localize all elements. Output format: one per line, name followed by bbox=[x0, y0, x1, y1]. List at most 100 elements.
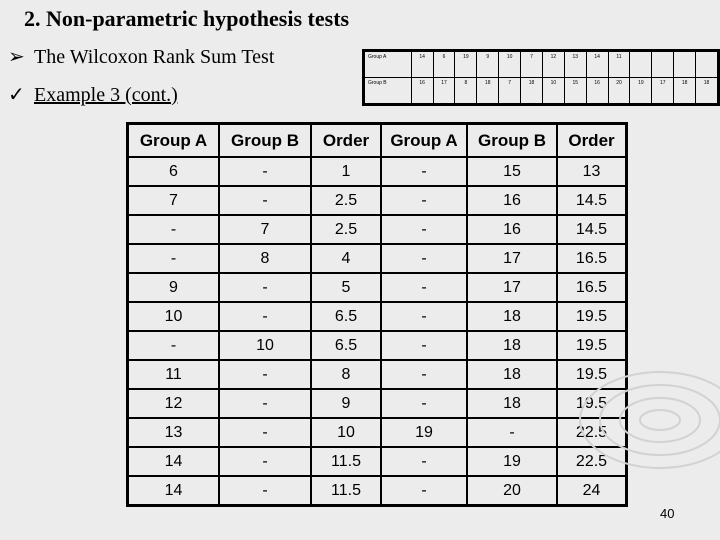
table-cell: 18 bbox=[466, 359, 558, 390]
table-cell: - bbox=[380, 330, 468, 361]
table-cell: 14.5 bbox=[556, 185, 628, 216]
raw-cell: 10 bbox=[498, 50, 522, 78]
table-cell: 2.5 bbox=[310, 214, 382, 245]
table-cell: - bbox=[218, 272, 312, 303]
table-cell: 19.5 bbox=[556, 330, 628, 361]
column-header: Group B bbox=[218, 122, 312, 158]
row-label: Group B bbox=[363, 77, 412, 105]
table-cell: 13 bbox=[126, 417, 220, 448]
table-cell: 16.5 bbox=[556, 272, 628, 303]
table-cell: 6.5 bbox=[310, 330, 382, 361]
column-header: Group A bbox=[380, 122, 468, 158]
table-cell: - bbox=[380, 214, 468, 245]
table-row: -8 4-17 16.5 bbox=[126, 243, 628, 274]
raw-cell: 14 bbox=[585, 50, 609, 78]
table-row: 6-1-15 13 bbox=[126, 156, 628, 187]
raw-cell: 13 bbox=[563, 50, 587, 78]
check-bullet-icon: ✓ bbox=[8, 84, 25, 106]
raw-cell: 17 bbox=[651, 77, 675, 105]
raw-row: Group A 14 6 19 9 10 7 12 13 14 11 bbox=[363, 50, 719, 78]
table-cell: - bbox=[218, 185, 312, 216]
table-cell: - bbox=[218, 417, 312, 448]
table-cell: 22.5 bbox=[556, 446, 628, 477]
table-cell: - bbox=[466, 417, 558, 448]
table-row: 7-2.5-16 14.5 bbox=[126, 185, 628, 216]
table-cell: 5 bbox=[310, 272, 382, 303]
raw-cell: 8 bbox=[454, 77, 478, 105]
table-cell: - bbox=[380, 272, 468, 303]
table-cell: - bbox=[218, 388, 312, 419]
table-cell: - bbox=[380, 359, 468, 390]
table-cell: 19 bbox=[380, 417, 468, 448]
table-row: 14-11.5-19 22.5 bbox=[126, 446, 628, 477]
table-cell: - bbox=[218, 359, 312, 390]
table-row: -10 6.5-18 19.5 bbox=[126, 330, 628, 361]
table-cell: 14.5 bbox=[556, 214, 628, 245]
table-cell: 20 bbox=[466, 475, 558, 507]
table-row: -7 2.5-16 14.5 bbox=[126, 214, 628, 245]
table-cell: 11.5 bbox=[310, 475, 382, 507]
swirl-decoration bbox=[579, 371, 720, 469]
table-cell: 24 bbox=[556, 475, 628, 507]
table-cell: - bbox=[380, 446, 468, 477]
raw-cell: 6 bbox=[432, 50, 456, 78]
raw-cell bbox=[651, 50, 675, 78]
table-cell: 11 bbox=[126, 359, 220, 390]
arrow-bullet-icon: ➢ bbox=[8, 46, 25, 68]
raw-cell bbox=[695, 50, 719, 78]
table-cell: 16 bbox=[466, 214, 558, 245]
table-cell: - bbox=[380, 243, 468, 274]
table-cell: - bbox=[126, 243, 220, 274]
table-cell: 6.5 bbox=[310, 301, 382, 332]
table-cell: - bbox=[380, 301, 468, 332]
table-row: 10-6.5-18 19.5 bbox=[126, 301, 628, 332]
table-cell: 12 bbox=[126, 388, 220, 419]
row-label: Group A bbox=[363, 50, 412, 78]
raw-cell: 16 bbox=[410, 77, 434, 105]
table-cell: 7 bbox=[126, 185, 220, 216]
raw-cell: 7 bbox=[520, 50, 543, 78]
raw-cell: 16 bbox=[585, 77, 609, 105]
table-cell: - bbox=[380, 388, 468, 419]
table-cell: 9 bbox=[126, 272, 220, 303]
raw-cell: 10 bbox=[541, 77, 565, 105]
table-cell: 18 bbox=[466, 388, 558, 419]
table-cell: 16.5 bbox=[556, 243, 628, 274]
table-cell: 8 bbox=[310, 359, 382, 390]
table-row: 9-5-17 16.5 bbox=[126, 272, 628, 303]
table-cell: 7 bbox=[218, 214, 312, 245]
bullet-example: ✓ Example 3 (cont.) bbox=[8, 82, 178, 107]
raw-cell: 19 bbox=[454, 50, 478, 78]
raw-cell: 20 bbox=[607, 77, 631, 105]
bullet-text: Example 3 (cont.) bbox=[34, 84, 178, 106]
table-cell: 13 bbox=[556, 156, 628, 187]
table-cell: 17 bbox=[466, 272, 558, 303]
table-cell: - bbox=[380, 475, 468, 507]
table-cell: 2.5 bbox=[310, 185, 382, 216]
table-cell: 10 bbox=[310, 417, 382, 448]
table-cell: 14 bbox=[126, 475, 220, 507]
table-cell: 17 bbox=[466, 243, 558, 274]
table-cell: 14 bbox=[126, 446, 220, 477]
raw-cell: 18 bbox=[476, 77, 500, 105]
table-row: 11-8-18 19.5 bbox=[126, 359, 628, 390]
table-cell: 11.5 bbox=[310, 446, 382, 477]
table-cell: - bbox=[126, 214, 220, 245]
table-cell: - bbox=[380, 185, 468, 216]
raw-cell: 18 bbox=[520, 77, 543, 105]
table-cell: 22.5 bbox=[556, 417, 628, 448]
table-row: 13-10 19-22.5 bbox=[126, 417, 628, 448]
raw-cell: 11 bbox=[607, 50, 631, 78]
page-number: 40 bbox=[660, 506, 675, 521]
table-cell: 18 bbox=[466, 330, 558, 361]
table-cell: - bbox=[218, 156, 312, 187]
raw-cell bbox=[629, 50, 653, 78]
column-header: Group A bbox=[126, 122, 220, 158]
column-header: Group B bbox=[466, 122, 558, 158]
raw-cell: 19 bbox=[629, 77, 653, 105]
table-cell: 10 bbox=[218, 330, 312, 361]
table-cell: 16 bbox=[466, 185, 558, 216]
raw-cell: 15 bbox=[563, 77, 587, 105]
table-cell: 9 bbox=[310, 388, 382, 419]
table-cell: - bbox=[380, 156, 468, 187]
